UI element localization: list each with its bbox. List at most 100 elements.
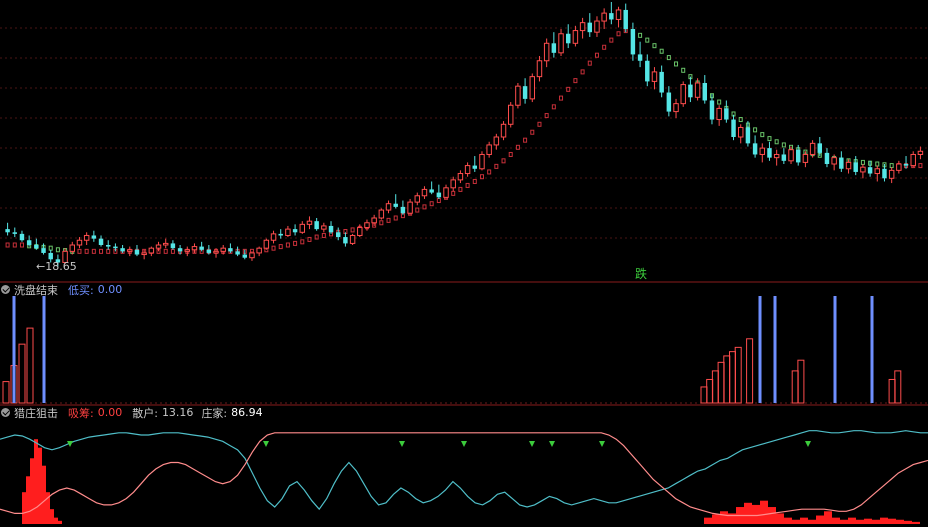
candle <box>724 100 729 123</box>
ma-point <box>760 132 765 138</box>
candle-body <box>558 33 564 54</box>
candle-body <box>292 229 298 233</box>
absorb-bar <box>912 521 920 524</box>
candle <box>464 162 471 177</box>
candle-body <box>400 206 406 214</box>
candle <box>249 251 255 261</box>
ma-point <box>393 215 398 221</box>
blue-signal-bar <box>12 296 16 403</box>
candle <box>645 54 650 87</box>
candle <box>199 241 204 252</box>
panel2-header: 洗盘结束 低买: 0.00 <box>0 283 123 297</box>
candle-body <box>26 240 32 245</box>
candle <box>910 151 916 168</box>
candle <box>867 160 873 177</box>
candlestick-series[interactable] <box>5 2 924 267</box>
ma-point <box>566 86 571 92</box>
candle <box>529 73 536 103</box>
candle-body <box>767 148 772 158</box>
candle <box>788 146 794 164</box>
ma-point <box>91 248 96 254</box>
candle <box>285 225 291 238</box>
absorb-bar <box>776 513 784 524</box>
candle-body <box>645 60 650 82</box>
candle-body <box>874 168 881 175</box>
main-panel-grid <box>0 27 928 239</box>
candle-body <box>709 100 715 120</box>
ma-point <box>681 67 686 73</box>
candle-body <box>450 179 456 189</box>
candle <box>134 245 140 257</box>
ma-point <box>666 55 671 61</box>
candle-body <box>781 154 787 161</box>
candle-body <box>19 233 25 241</box>
candle <box>328 221 334 234</box>
candle <box>55 254 61 267</box>
candle <box>860 164 866 179</box>
candle-body <box>759 147 766 155</box>
candle <box>26 235 32 247</box>
candle-body <box>76 239 83 246</box>
ma-point <box>12 242 17 248</box>
candle <box>457 170 464 184</box>
panel3-name[interactable]: 猎庄狙击 <box>14 406 58 420</box>
candle <box>767 141 772 161</box>
candle <box>709 94 715 125</box>
candle-body <box>213 250 219 254</box>
candle <box>507 102 514 128</box>
settings-gear-icon[interactable] <box>1 285 10 294</box>
panel2-name[interactable]: 洗盘结束 <box>14 283 58 297</box>
candle <box>443 184 449 199</box>
ma-point <box>436 198 441 204</box>
candle-body <box>817 143 823 153</box>
ma-point <box>48 245 53 251</box>
candle-body <box>702 83 708 101</box>
candle <box>393 194 398 209</box>
ma-point <box>767 136 772 142</box>
candle <box>558 29 564 56</box>
ma-point <box>458 186 463 192</box>
ma-point <box>918 163 923 169</box>
candle-body <box>191 246 198 251</box>
candle-body <box>917 150 924 155</box>
candle-body <box>896 163 902 171</box>
down-triangle-icon <box>529 441 535 447</box>
settings-gear-icon[interactable] <box>1 408 10 417</box>
candle-body <box>486 144 492 155</box>
candle-body <box>529 76 536 100</box>
candle <box>306 216 313 230</box>
absorb-bar <box>728 513 736 524</box>
down-triangle-icon <box>549 441 555 447</box>
candle <box>572 25 579 47</box>
candle <box>472 156 478 172</box>
candle-body <box>457 173 464 181</box>
blue-signal-bar <box>42 296 46 403</box>
candle <box>357 224 363 238</box>
candle-body <box>12 232 18 234</box>
ma-point <box>860 159 865 165</box>
candle <box>177 245 183 255</box>
ma-point <box>530 129 535 135</box>
dealer-line <box>0 432 928 517</box>
candle <box>371 214 377 226</box>
absorb-bar <box>880 517 888 524</box>
candle <box>19 230 25 242</box>
absorb-bar <box>704 517 712 524</box>
candle-body <box>242 254 248 258</box>
down-triangle-icon <box>599 441 605 447</box>
candle-body <box>148 247 155 254</box>
candle <box>493 133 500 150</box>
absorb-bar <box>896 519 904 524</box>
red-bar <box>18 343 26 404</box>
candle <box>651 67 658 90</box>
candle <box>127 246 133 257</box>
candle <box>148 246 155 257</box>
panel2-indicator-value: 0.00 <box>97 283 123 296</box>
down-triangle-icon <box>461 441 467 447</box>
candle <box>601 8 607 29</box>
candle-body <box>839 157 844 169</box>
candle <box>48 249 53 263</box>
absorb-bar <box>42 465 46 524</box>
ma-point <box>55 247 60 253</box>
